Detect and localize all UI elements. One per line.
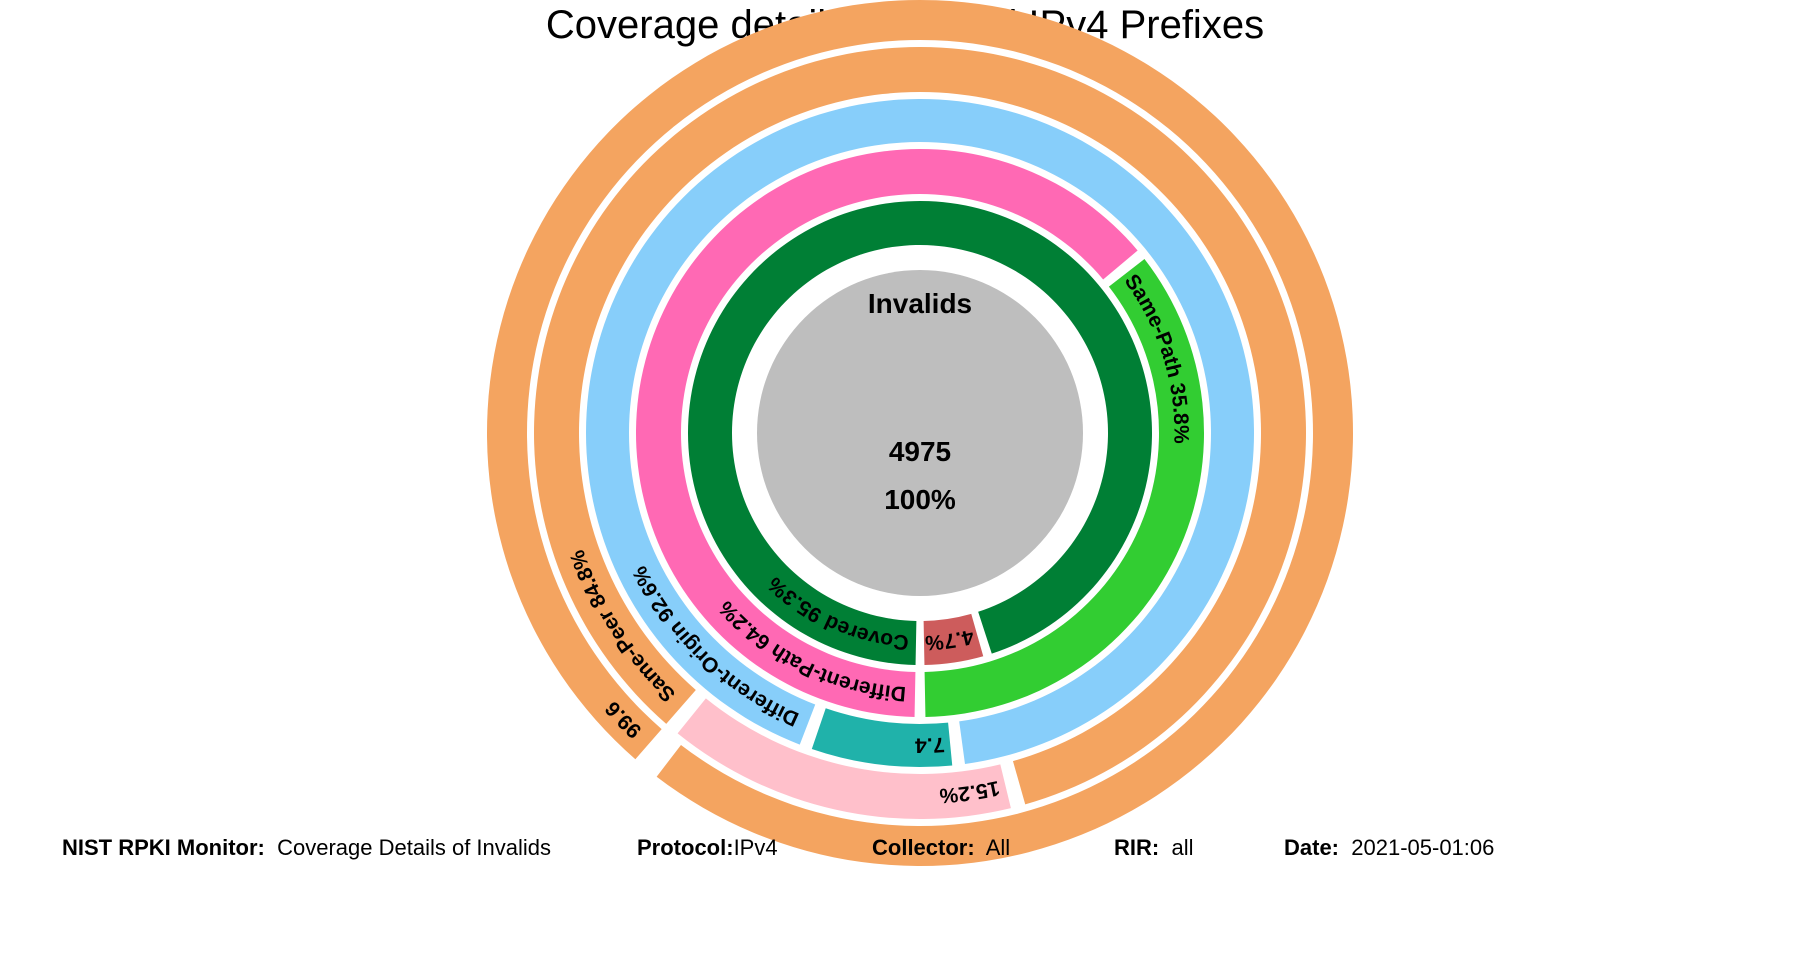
center-disc bbox=[757, 270, 1083, 596]
date-key: Date: bbox=[1284, 835, 1340, 860]
label-same-origin-ring3: 7.4 bbox=[915, 733, 946, 757]
center-label: Invalids bbox=[868, 288, 972, 319]
footer-date: Date: 2021-05-01:06 bbox=[1284, 835, 1494, 861]
protocol-key: Protocol: bbox=[637, 835, 734, 860]
segment-same-path-ring2 bbox=[924, 259, 1204, 717]
segment-not-covered-ring1 bbox=[923, 613, 984, 665]
protocol-value: IPv4 bbox=[733, 835, 778, 860]
segment-different-path-ring2 bbox=[635, 148, 1138, 717]
rir-value: all bbox=[1171, 835, 1194, 860]
segment-different-peer-ring4 bbox=[677, 698, 1011, 819]
collector-key: Collector: bbox=[872, 835, 975, 860]
center-percent: 100% bbox=[884, 484, 956, 515]
footer-info-bar: NIST RPKI Monitor: Coverage Details of I… bbox=[62, 835, 1762, 871]
monitor-value: Coverage Details of Invalids bbox=[277, 835, 552, 860]
rir-key: RIR: bbox=[1114, 835, 1160, 860]
monitor-key: NIST RPKI Monitor: bbox=[62, 835, 265, 860]
footer-monitor: NIST RPKI Monitor: Coverage Details of I… bbox=[62, 835, 551, 861]
collector-value: All bbox=[985, 835, 1011, 860]
center-count: 4975 bbox=[889, 436, 951, 467]
footer-protocol: Protocol:IPv4 bbox=[637, 835, 778, 861]
date-value: 2021-05-01:06 bbox=[1351, 835, 1495, 860]
footer-rir: RIR: all bbox=[1114, 835, 1193, 861]
label-text-same-origin: 7.4 bbox=[915, 733, 946, 757]
footer-collector: Collector: All bbox=[872, 835, 1010, 861]
segment-same-origin-ring3 bbox=[811, 708, 953, 767]
